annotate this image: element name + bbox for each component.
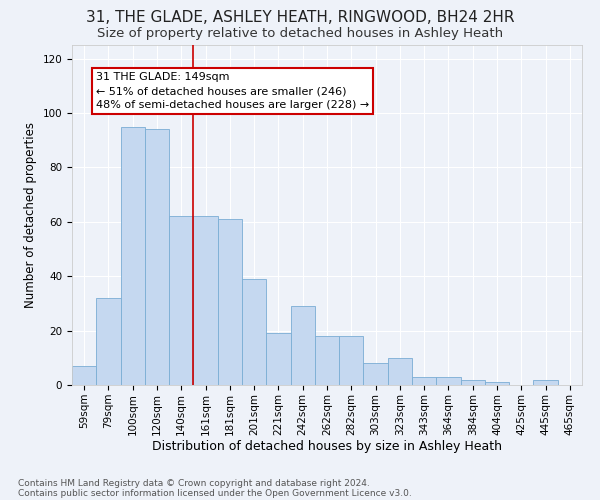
- Y-axis label: Number of detached properties: Number of detached properties: [24, 122, 37, 308]
- Text: 31, THE GLADE, ASHLEY HEATH, RINGWOOD, BH24 2HR: 31, THE GLADE, ASHLEY HEATH, RINGWOOD, B…: [86, 10, 514, 25]
- Text: Size of property relative to detached houses in Ashley Heath: Size of property relative to detached ho…: [97, 28, 503, 40]
- Bar: [96, 298, 121, 385]
- Bar: [388, 358, 412, 385]
- Bar: [169, 216, 193, 385]
- Bar: [461, 380, 485, 385]
- Bar: [339, 336, 364, 385]
- Text: Contains HM Land Registry data © Crown copyright and database right 2024.: Contains HM Land Registry data © Crown c…: [18, 478, 370, 488]
- Bar: [242, 279, 266, 385]
- Bar: [193, 216, 218, 385]
- Bar: [436, 377, 461, 385]
- Bar: [266, 334, 290, 385]
- Bar: [218, 219, 242, 385]
- Bar: [290, 306, 315, 385]
- Bar: [412, 377, 436, 385]
- Bar: [72, 366, 96, 385]
- Bar: [485, 382, 509, 385]
- Bar: [364, 363, 388, 385]
- Bar: [121, 126, 145, 385]
- Text: 31 THE GLADE: 149sqm
← 51% of detached houses are smaller (246)
48% of semi-deta: 31 THE GLADE: 149sqm ← 51% of detached h…: [96, 72, 370, 110]
- Text: Contains public sector information licensed under the Open Government Licence v3: Contains public sector information licen…: [18, 488, 412, 498]
- Bar: [145, 130, 169, 385]
- X-axis label: Distribution of detached houses by size in Ashley Heath: Distribution of detached houses by size …: [152, 440, 502, 454]
- Bar: [315, 336, 339, 385]
- Bar: [533, 380, 558, 385]
